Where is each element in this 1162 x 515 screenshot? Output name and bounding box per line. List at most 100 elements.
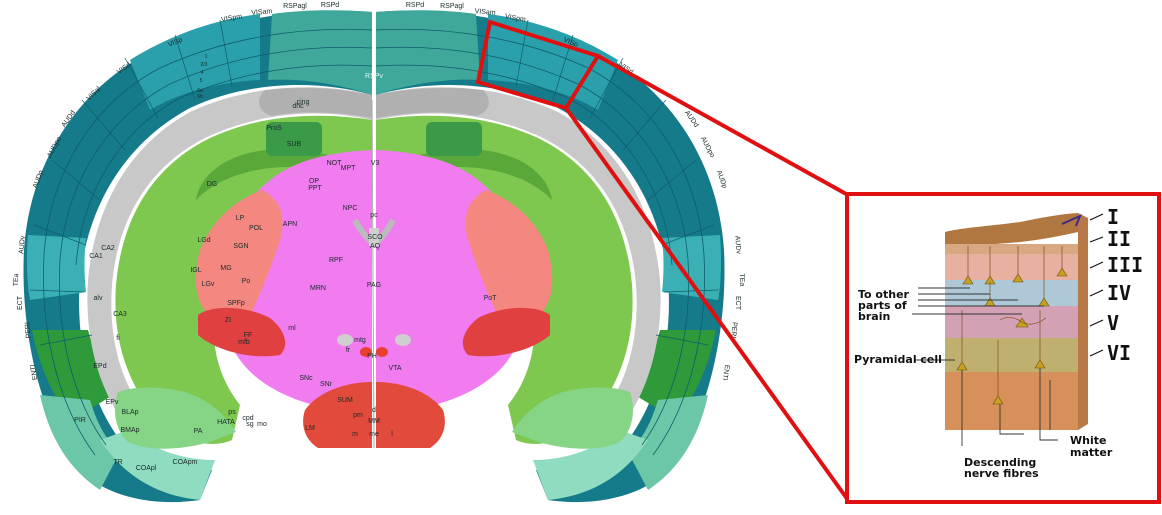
hippocampus — [115, 115, 372, 444]
atlas-label-hippocampal-2: SUB — [287, 141, 302, 148]
atlas-label-midbrain-19: mfb — [238, 339, 250, 346]
atlas-label-thalamic-6: LGv — [202, 281, 215, 288]
atlas-label-hypothalamic-2: LM — [305, 425, 315, 432]
atlas-label-midbrain-1: OP — [309, 178, 319, 185]
atlas-label-midbrain-20: cpd — [242, 415, 253, 422]
layer-label-ii: II — [1107, 227, 1131, 251]
atlas-label-cortex-right-13: ENTl — [721, 364, 731, 381]
atlas-label-cortex-left-4: RSPd — [321, 2, 339, 9]
callout-line-top — [597, 54, 849, 197]
atlas-label-hypothalamic-4: pm — [353, 412, 363, 419]
atlas-label-thalamic-5: Po — [242, 278, 251, 285]
atlas-label-amygdalar-12: mo — [257, 421, 267, 428]
atlas-label-thalamic-0: LP — [236, 215, 245, 222]
annotation-pyramidal: Pyramidal cell — [854, 353, 942, 366]
atlas-label-cortical-layers-2: 4 — [201, 70, 204, 76]
atlas-label-thalamic-8: PoT — [484, 295, 498, 302]
atlas-label-amygdalar-3: EPd — [93, 363, 106, 370]
atlas-label-rsp-center: RSPv — [365, 73, 383, 80]
output-arrows — [912, 287, 1044, 361]
atlas-label-hypothalamic-7: l — [391, 431, 393, 438]
dendrites — [961, 246, 1063, 396]
atlas-label-amygdalar-0: BLAp — [121, 409, 138, 416]
annotation-other-parts-3: brain — [858, 310, 890, 323]
atlas-label-thalamic-1: LGd — [197, 237, 210, 244]
atlas-label-cortex-left-10: AUDv — [18, 235, 27, 254]
midline — [371, 99, 375, 449]
atlas-label-thalamic-7: SPFp — [227, 300, 245, 307]
atlas-label-midbrain-11: V3 — [371, 160, 380, 167]
atlas-label-midbrain-21: ml — [288, 325, 296, 332]
atlas-label-cortex-right-9: AUDv — [733, 235, 742, 254]
layer-band-3 — [945, 280, 1078, 306]
entorhinal-region — [32, 330, 118, 420]
atlas-label-cortical-layers-1: 2/3 — [201, 62, 208, 68]
atlas-label-hippocampal-0: cing — [297, 99, 310, 106]
layer-band-4 — [945, 306, 1078, 338]
atlas-label-hippocampal-1: dhc — [292, 103, 304, 110]
atlas-label-cortex-right-10: TEa — [738, 273, 745, 286]
atlas-label-cortex-left-12: ECT — [17, 295, 24, 310]
atlas-label-amygdalar-9: HATA — [217, 419, 235, 426]
atlas-label-thalamic-11: FF — [244, 332, 253, 339]
atlas-label-midbrain-3: PPT — [308, 185, 322, 192]
annotation-other-parts-2: parts of — [858, 299, 907, 312]
atlas-label-cortical-layers-5: 6b — [197, 94, 203, 100]
layer-label-vi: VI — [1107, 341, 1131, 365]
atlas-label-hippocampal-9: fi — [116, 335, 120, 342]
inset-labels: I II III IV V VI To other parts of brain… — [854, 205, 1143, 480]
layer-label-v: V — [1107, 311, 1119, 335]
atlas-label-midbrain-12: pc — [370, 212, 378, 219]
axon-lines — [961, 368, 1058, 446]
atlas-label-midbrain-16: VTA — [388, 365, 401, 372]
atlas-label-cortex-right-0: RSPd — [406, 2, 424, 9]
atlas-label-midbrain-9: SCO — [367, 234, 383, 241]
atlas-label-hippocampal-5: CA1 — [89, 253, 103, 260]
atlas-label-amygdalar-10: ps — [228, 409, 236, 416]
atlas-label-midbrain-0: NOT — [327, 160, 343, 167]
atlas-label-hypothalamic-0: SUM — [337, 397, 353, 404]
atlas-label-midbrain-7: MRN — [310, 285, 326, 292]
atlas-label-amygdalar-2: EPv — [106, 399, 119, 406]
atlas-label-amygdalar-11: sg — [246, 421, 254, 428]
atlas-label-midbrain-14: fr — [346, 347, 351, 354]
atlas-label-cortex-right-2: VISam — [474, 8, 496, 17]
atlas-label-thalamic-4: MG — [220, 265, 231, 272]
callout-line-bottom — [564, 106, 850, 502]
atlas-label-thalamic-10: ZI — [225, 317, 231, 324]
atlas-label-midbrain-15: PH — [367, 353, 377, 360]
atlas-label-thalamic-2: SGN — [233, 243, 248, 250]
atlas-label-cortex-right-1: RSPagl — [440, 3, 464, 10]
layer-band-1 — [945, 244, 1078, 254]
zona-incerta — [198, 307, 286, 357]
atlas-label-midbrain-6: RPF — [329, 257, 343, 264]
cortical-layer-inset — [845, 192, 1161, 504]
atlas-label-cortex-right-3: VISpm — [504, 13, 526, 24]
block-side — [1078, 213, 1088, 430]
annotation-other-parts-1: To other — [858, 288, 910, 301]
cingulum — [259, 87, 372, 118]
atlas-label-hypothalamic-3: d — [372, 407, 376, 414]
atlas-label-cortex-left-1: VISpm — [221, 13, 243, 24]
atlas-label-cortical-layers-3: 5 — [200, 78, 203, 84]
atlas-label-hypothalamic-5: me — [369, 431, 379, 438]
atlas-label-amygdalar-7: COApl — [136, 465, 157, 472]
annotation-descending-2: nerve fibres — [964, 467, 1039, 480]
annotation-descending-1: Descending — [964, 456, 1036, 469]
atlas-label-amygdalar-1: BMAp — [120, 427, 139, 434]
atlas-label-cortex-left-13: PERI — [24, 322, 32, 339]
atlas-label-cortex-right-11: ECT — [734, 296, 741, 311]
atlas-label-midbrain-2: MPT — [341, 165, 357, 172]
annotation-white-2: matter — [1070, 446, 1113, 459]
layer-band-5 — [945, 338, 1078, 372]
atlas-label-midbrain-18: SNr — [320, 381, 333, 388]
layer-label-i: I — [1107, 205, 1119, 229]
layer-band-6 — [945, 372, 1078, 430]
pen-mark — [1061, 214, 1082, 227]
cortical-layer-lines — [43, 28, 373, 456]
tr-coa-region — [100, 430, 215, 500]
atlas-label-cortical-layers-0: 1 — [205, 54, 208, 60]
layer-label-iii: III — [1107, 253, 1143, 277]
atlas-label-midbrain-5: APN — [283, 221, 297, 228]
